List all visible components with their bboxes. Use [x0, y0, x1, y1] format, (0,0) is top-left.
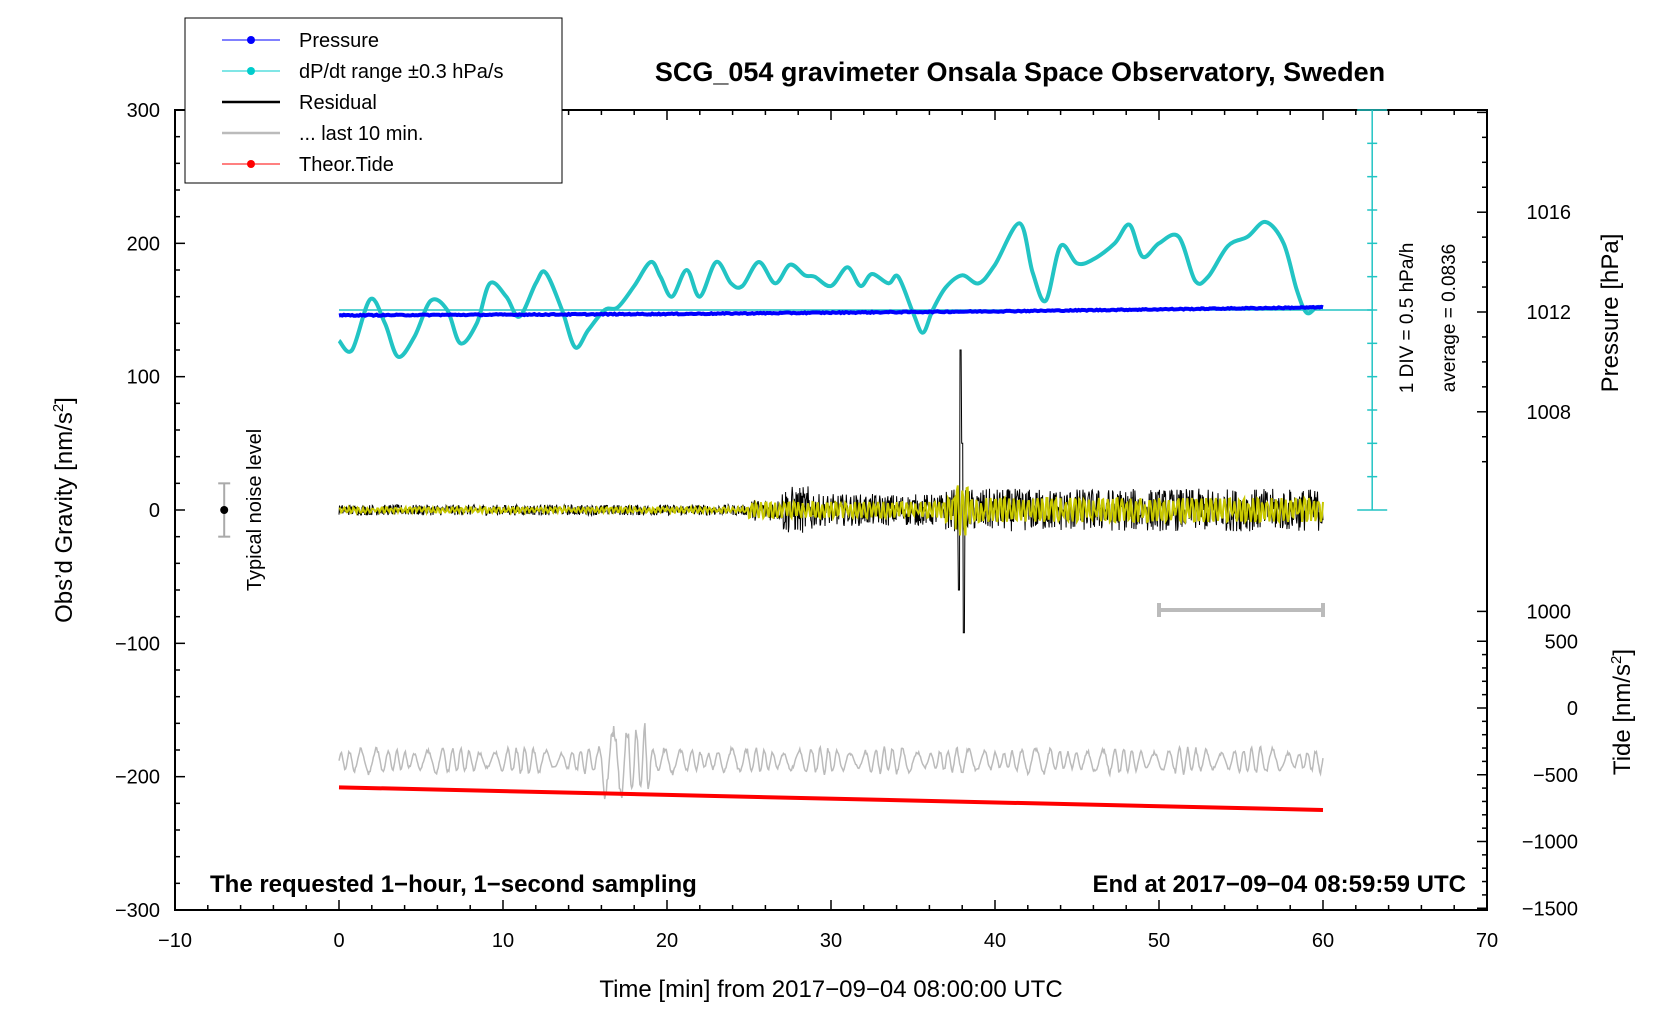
annotation-left: The requested 1−hour, 1−second sampling — [210, 871, 697, 898]
legend-item: Pressure — [222, 30, 379, 52]
tide-tick-label: −1500 — [1522, 898, 1578, 920]
legend-label: Pressure — [299, 30, 379, 52]
tide-tick-label: 500 — [1545, 631, 1578, 653]
legend-item: dP/dt range ±0.3 hPa/s — [222, 61, 503, 83]
series-last-10-min — [338, 723, 1324, 800]
legend-item: Residual — [222, 92, 377, 114]
series-layer — [337, 220, 1373, 812]
y-tick-label: −300 — [115, 900, 160, 922]
y-tick-label: 100 — [127, 367, 160, 389]
tide-tick-label: −1000 — [1522, 832, 1578, 854]
legend-item: Theor.Tide — [222, 154, 394, 176]
pressure-tick-label: 1008 — [1527, 402, 1572, 424]
y-axis-left: 300 200 100 0 −100 −200 −300 — [115, 100, 160, 922]
legend-item: ... last 10 min. — [222, 123, 424, 145]
noise-level-dot — [220, 506, 229, 514]
series-dpdt — [337, 220, 1324, 359]
y-axis-title-sup: 2 — [50, 404, 67, 412]
tide-tick-label: 0 — [1567, 698, 1578, 720]
y-axis-title-close: ] — [51, 397, 78, 404]
y-tick-label: −200 — [115, 767, 160, 789]
tide-axis-title-sup: 2 — [1608, 656, 1625, 664]
series-pressure — [338, 304, 1324, 318]
legend-label: ... last 10 min. — [299, 123, 424, 145]
legend-swatch-marker — [247, 67, 255, 75]
tide-axis-title-close: ] — [1609, 649, 1636, 656]
x-tick-label: 0 — [333, 930, 344, 952]
x-tick-label: 60 — [1312, 930, 1334, 952]
x-tick-label: 20 — [656, 930, 678, 952]
tide-axis-title-main: Tide [nm/s — [1609, 664, 1636, 775]
legend-items: Pressure dP/dt range ±0.3 hPa/s Residual..… — [222, 30, 503, 176]
x-tick-label: 10 — [492, 930, 514, 952]
tide-axis-title: Tide [nm/s2] — [1608, 649, 1636, 775]
series-theor-tide — [338, 785, 1324, 812]
last-10-min-bar — [1157, 603, 1325, 617]
dpdt-scale — [1357, 109, 1388, 511]
dpdt-scale-label: 1 DIV = 0.5 hPa/h — [1397, 243, 1418, 394]
x-tick-label: 30 — [820, 930, 842, 952]
y-axis-tide: 500 0 −500 −1000 −1500 — [1522, 631, 1578, 920]
x-axis: −10 0 10 20 30 40 50 60 70 — [158, 930, 1498, 952]
annotation-right: End at 2017−09−04 08:59:59 UTC — [1092, 871, 1466, 898]
pressure-axis-title: Pressure [hPa] — [1597, 234, 1624, 393]
x-tick-label: 70 — [1476, 930, 1498, 952]
legend-label: dP/dt range ±0.3 hPa/s — [299, 61, 503, 83]
dpdt-average-label: average = 0.0836 — [1439, 244, 1460, 392]
x-tick-label: 40 — [984, 930, 1006, 952]
y-tick-label: 200 — [127, 233, 160, 255]
x-tick-label: 50 — [1148, 930, 1170, 952]
y-tick-label: 300 — [127, 100, 160, 122]
y-axis-pressure: 1016 1012 1008 1000 — [1527, 202, 1572, 623]
legend: Pressure dP/dt range ±0.3 hPa/s Residual..… — [184, 17, 563, 184]
y-tick-label: 0 — [149, 500, 160, 522]
legend-swatch-marker — [247, 36, 255, 44]
pressure-tick-label: 1016 — [1527, 202, 1572, 224]
series-residual-filtered — [338, 485, 1324, 536]
legend-label: Residual — [299, 92, 377, 114]
chart-title: SCG_054 gravimeter Onsala Space Observat… — [655, 57, 1385, 87]
pressure-tick-label: 1012 — [1527, 302, 1572, 324]
pressure-tick-label: 1000 — [1527, 601, 1572, 623]
noise-level-indicator — [218, 482, 231, 538]
legend-swatch-marker — [247, 160, 255, 168]
y-axis-title: Obs’d Gravity [nm/s2] — [50, 397, 78, 623]
y-tick-label: −100 — [115, 633, 160, 655]
series-residual — [338, 349, 1324, 634]
legend-box — [184, 17, 563, 184]
tide-tick-label: −500 — [1533, 765, 1578, 787]
x-tick-label: −10 — [158, 930, 192, 952]
noise-level-label: Typical noise level — [244, 429, 266, 591]
legend-label: Theor.Tide — [299, 154, 394, 176]
x-axis-title: Time [min] from 2017−09−04 08:00:00 UTC — [599, 976, 1062, 1003]
y-axis-title-main: Obs’d Gravity [nm/s — [51, 412, 78, 623]
